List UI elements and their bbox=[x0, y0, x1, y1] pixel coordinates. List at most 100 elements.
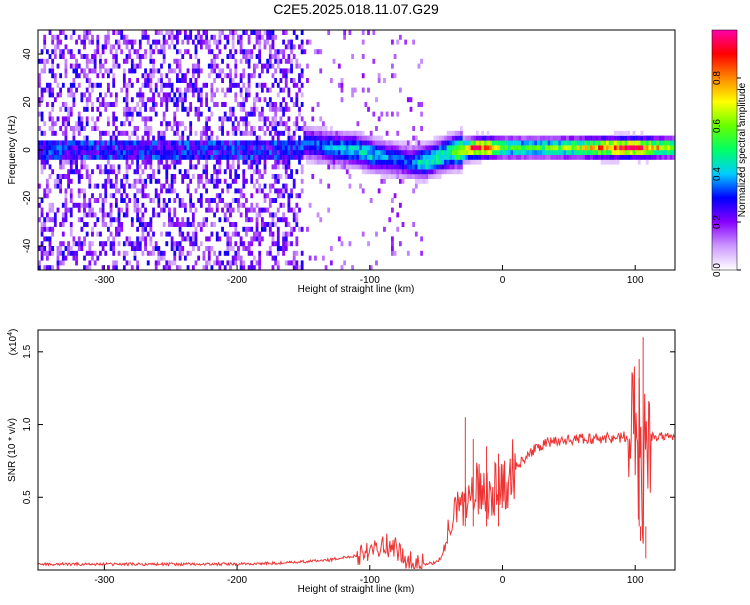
spectrogram-cell bbox=[571, 140, 575, 146]
spectrogram-cell bbox=[295, 116, 299, 122]
spectrogram-cell bbox=[181, 246, 185, 251]
spectrogram-cell bbox=[199, 111, 203, 117]
spectrogram-cell bbox=[221, 154, 224, 160]
spectrogram-cell bbox=[64, 154, 68, 160]
spectrogram-cell bbox=[555, 140, 559, 146]
spectrogram-cell bbox=[112, 82, 116, 88]
spectrogram-cell bbox=[515, 154, 519, 160]
spectrogram-cell bbox=[359, 183, 362, 189]
spectrogram-cell bbox=[396, 169, 400, 175]
spectrogram-cell bbox=[141, 140, 145, 146]
spectrogram-cell bbox=[563, 154, 567, 160]
spectrogram-cell bbox=[93, 121, 97, 127]
spectrogram-cell bbox=[199, 68, 203, 74]
spectrogram-cell bbox=[316, 150, 320, 155]
spectrogram-cell bbox=[197, 150, 201, 155]
spectrogram-cell bbox=[205, 188, 209, 194]
spectrogram-cell bbox=[242, 54, 246, 59]
spectrogram-cell bbox=[149, 217, 153, 223]
spectrogram-cell bbox=[401, 169, 405, 175]
spectrogram-cell bbox=[99, 154, 102, 160]
spectrogram-cell bbox=[282, 159, 285, 165]
spectrogram-cell bbox=[250, 30, 254, 35]
spectrogram-cell bbox=[327, 130, 331, 136]
spectrogram-cell bbox=[61, 222, 65, 227]
spectrogram-cell bbox=[603, 140, 607, 146]
spectrogram-cell bbox=[536, 154, 540, 160]
spectrogram-cell bbox=[133, 250, 137, 256]
spectrogram-cell bbox=[213, 183, 216, 189]
spectrogram-cell bbox=[375, 97, 378, 103]
spectrogram-cell bbox=[101, 102, 105, 107]
spectrogram-cell bbox=[173, 130, 177, 136]
spectrogram-cell bbox=[470, 145, 474, 151]
spectrogram-cell bbox=[83, 222, 86, 227]
spectrogram-cell bbox=[45, 140, 49, 146]
spectrogram-cell bbox=[117, 188, 121, 194]
spectrogram-cell bbox=[75, 73, 78, 79]
spectrogram-cell bbox=[152, 39, 155, 45]
spectrogram-cell bbox=[234, 198, 238, 203]
spectrogram-cell bbox=[101, 246, 105, 251]
spectrogram-cell bbox=[213, 222, 216, 227]
spectrogram-cell bbox=[83, 150, 86, 155]
spectrogram-cell bbox=[465, 135, 469, 141]
spectrogram-cell bbox=[40, 116, 44, 122]
spectrogram-cell bbox=[136, 140, 140, 146]
spectrogram-cell bbox=[536, 135, 540, 141]
spectrogram-cell bbox=[88, 212, 92, 218]
spectrogram-cell bbox=[72, 202, 76, 208]
spectrogram-cell bbox=[234, 178, 238, 184]
spectrogram-cell bbox=[627, 135, 631, 141]
spectrogram-cell bbox=[237, 140, 240, 146]
spectrogram-cell bbox=[245, 49, 248, 55]
spectrogram-cell bbox=[138, 174, 142, 179]
spectrogram-cell bbox=[234, 97, 238, 103]
spectrogram-cell bbox=[168, 188, 171, 194]
spectrogram-cell bbox=[250, 140, 254, 146]
spectrogram-cell bbox=[335, 159, 339, 165]
spectrogram-cell bbox=[199, 87, 203, 93]
spectrogram-cell bbox=[542, 135, 546, 141]
spectrogram-cell bbox=[202, 217, 206, 223]
spectrogram-cell bbox=[298, 106, 301, 112]
spectrogram-cell bbox=[271, 154, 275, 160]
spectrogram-cell bbox=[284, 58, 288, 64]
spectrogram-cell bbox=[412, 150, 416, 155]
spectrogram-cell bbox=[205, 97, 209, 103]
spectrogram-cell bbox=[144, 30, 147, 35]
spectrogram-cell bbox=[69, 140, 73, 146]
spectrogram-cell bbox=[231, 39, 235, 45]
spectrogram-cell bbox=[229, 82, 232, 88]
spectrogram-cell bbox=[635, 150, 638, 155]
spectrogram-cell bbox=[239, 73, 243, 79]
spectrogram-cell bbox=[457, 135, 461, 141]
spectrogram-cell bbox=[75, 140, 78, 146]
spectrogram-cell bbox=[128, 140, 132, 146]
spectrogram-cell bbox=[287, 202, 291, 208]
spectrogram-cell bbox=[69, 212, 73, 218]
spectrogram-cell bbox=[181, 145, 185, 151]
spectrogram-cell bbox=[199, 222, 203, 227]
spectrogram-cell bbox=[515, 145, 519, 151]
spectrogram-cell bbox=[608, 135, 612, 141]
spectrogram-cell bbox=[417, 150, 421, 155]
spectrogram-cell bbox=[247, 49, 251, 55]
spectrogram-cell bbox=[205, 39, 209, 45]
spectrogram-cell bbox=[258, 140, 262, 146]
spectrogram-cell bbox=[45, 255, 49, 261]
spectrogram-cell bbox=[337, 164, 341, 170]
spectrogram-cell bbox=[61, 260, 65, 266]
spectrogram-cell bbox=[258, 126, 262, 131]
spectrogram-cell bbox=[51, 116, 55, 122]
spectrogram-cell bbox=[613, 154, 617, 160]
spectrogram-cell bbox=[422, 150, 426, 155]
spectrogram-cell bbox=[422, 164, 426, 170]
spectrogram-cell bbox=[406, 97, 410, 103]
spectrogram-cell bbox=[486, 150, 490, 155]
spectrogram-cell bbox=[582, 154, 585, 160]
spectrogram-cell bbox=[88, 140, 92, 146]
spectrogram-cell bbox=[316, 159, 320, 165]
spectrogram-cell bbox=[584, 154, 588, 160]
spectrogram-cell bbox=[186, 34, 190, 40]
